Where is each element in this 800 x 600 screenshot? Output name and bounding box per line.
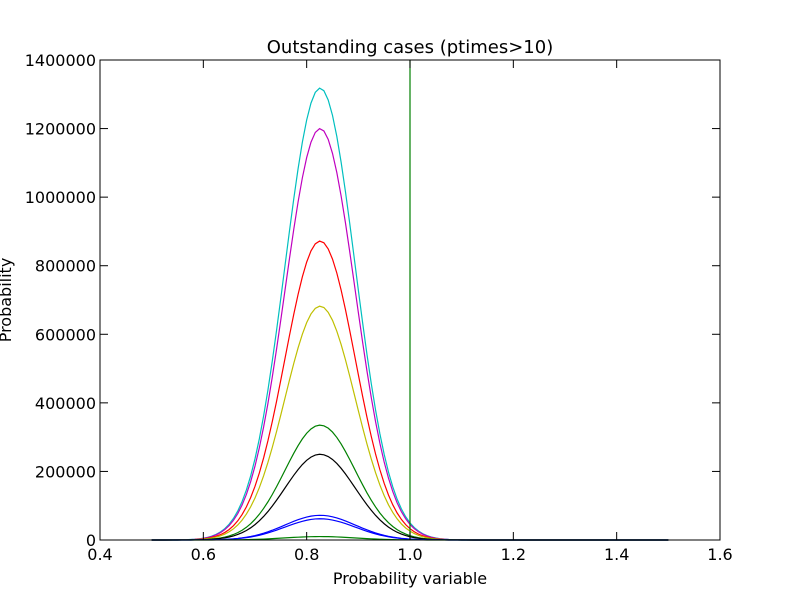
x-tick-label: 1.0 [397,545,422,564]
y-tick-label: 200000 [35,462,96,481]
y-tick-label: 1000000 [25,188,96,207]
x-tick-label: 0.8 [294,545,319,564]
y-tick-label: 1200000 [25,120,96,139]
y-tick-label: 800000 [35,257,96,276]
chart-title: Outstanding cases (ptimes>10) [267,37,553,58]
x-axis-label: Probability variable [333,569,487,588]
x-tick-label: 1.6 [707,545,732,564]
y-tick-label: 0 [86,531,96,550]
y-tick-label: 400000 [35,394,96,413]
axes: 0.4 0.6 0.8 1.0 1.2 1.4 1.6 0 200000 400000 600000… [25,51,733,564]
y-tick-label: 1400000 [25,51,96,70]
x-tick-label: 1.2 [501,545,526,564]
x-tick-label: 0.6 [191,545,216,564]
x-tick-label: 0.4 [87,545,112,564]
y-tick-label: 600000 [35,325,96,344]
x-tick-label: 1.4 [604,545,629,564]
y-axis-label: Probability [0,258,15,343]
